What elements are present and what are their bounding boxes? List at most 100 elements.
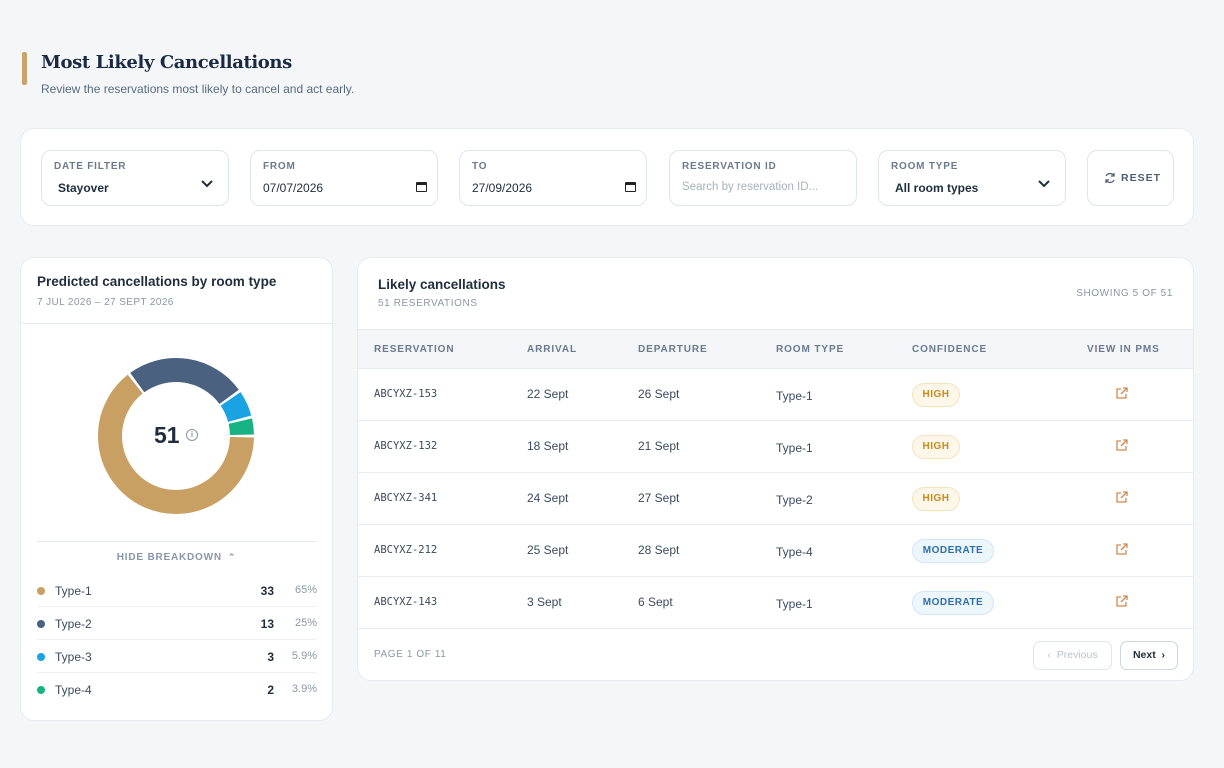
donut-slice-type-3[interactable] bbox=[220, 392, 252, 423]
reservation-id-placeholder: Search by reservation ID... bbox=[682, 181, 819, 193]
legend-count: 2 bbox=[267, 683, 274, 697]
chevron-down-icon bbox=[201, 180, 213, 188]
date-filter-select[interactable]: DATE FILTER Stayover bbox=[41, 150, 229, 206]
calendar-icon[interactable] bbox=[625, 182, 636, 192]
external-link-icon[interactable] bbox=[1115, 386, 1129, 400]
showing-count: SHOWING 5 OF 51 bbox=[1076, 288, 1173, 299]
table-row: ABCYXZ-341 24 Sept 27 Sept Type-2 HIGH bbox=[358, 473, 1193, 525]
from-value: 07/07/2026 bbox=[263, 181, 324, 195]
legend-count: 33 bbox=[260, 584, 274, 598]
calendar-icon[interactable] bbox=[416, 182, 427, 192]
to-date-field[interactable]: TO 27/09/2026 bbox=[459, 150, 647, 206]
legend-item: Type-3 3 5.9% bbox=[37, 640, 317, 673]
legend-name: Type-4 bbox=[55, 683, 92, 697]
departure-date: 27 Sept bbox=[638, 491, 680, 505]
arrival-date: 24 Sept bbox=[527, 491, 569, 505]
departure-date: 26 Sept bbox=[638, 387, 680, 401]
breakdown-title: Predicted cancellations by room type bbox=[37, 274, 277, 289]
toggle-label: HIDE BREAKDOWN bbox=[116, 552, 222, 563]
hide-breakdown-toggle[interactable]: HIDE BREAKDOWN ⌃ bbox=[21, 552, 332, 563]
departure-date: 28 Sept bbox=[638, 543, 680, 557]
reservation-id: ABCYXZ-132 bbox=[374, 440, 438, 452]
table-row: ABCYXZ-212 25 Sept 28 Sept Type-4 MODERA… bbox=[358, 525, 1193, 577]
room-type: Type-1 bbox=[776, 389, 813, 403]
title-accent-bar bbox=[22, 52, 27, 85]
arrival-date: 3 Sept bbox=[527, 595, 562, 609]
next-label: Next bbox=[1132, 649, 1156, 661]
legend-count: 3 bbox=[267, 650, 274, 664]
date-filter-value: Stayover bbox=[58, 181, 109, 195]
table-row: ABCYXZ-132 18 Sept 21 Sept Type-1 HIGH bbox=[358, 421, 1193, 473]
reservation-id: ABCYXZ-143 bbox=[374, 596, 438, 608]
legend-name: Type-2 bbox=[55, 617, 92, 631]
external-link-icon[interactable] bbox=[1115, 438, 1129, 452]
legend-item: Type-2 13 25% bbox=[37, 607, 317, 640]
reservation-id-input[interactable]: RESERVATION ID Search by reservation ID.… bbox=[669, 150, 857, 206]
column-header[interactable]: RESERVATION bbox=[374, 344, 455, 355]
chevron-up-icon: ⌃ bbox=[227, 552, 237, 562]
external-link-icon[interactable] bbox=[1115, 594, 1129, 608]
filter-bar: DATE FILTER Stayover FROM 07/07/2026 TO … bbox=[20, 128, 1194, 226]
room-type: Type-4 bbox=[776, 545, 813, 559]
confidence-badge: HIGH bbox=[912, 435, 960, 459]
legend-dot bbox=[37, 620, 45, 628]
column-header[interactable]: DEPARTURE bbox=[638, 344, 708, 355]
date-filter-label: DATE FILTER bbox=[54, 161, 127, 172]
room-type: Type-1 bbox=[776, 597, 813, 611]
page-indicator: PAGE 1 OF 11 bbox=[374, 649, 447, 660]
room-type: Type-1 bbox=[776, 441, 813, 455]
to-value: 27/09/2026 bbox=[472, 181, 533, 195]
table-header: RESERVATION ARRIVAL DEPARTURE ROOM TYPE … bbox=[358, 329, 1193, 369]
donut-slice-type-2[interactable] bbox=[130, 358, 239, 405]
reservation-id: ABCYXZ-212 bbox=[374, 544, 438, 556]
table-subtitle: 51 RESERVATIONS bbox=[378, 298, 478, 309]
legend-name: Type-3 bbox=[55, 650, 92, 664]
donut-total: 51 bbox=[154, 422, 180, 448]
donut-slice-type-1[interactable] bbox=[98, 374, 254, 514]
from-date-field[interactable]: FROM 07/07/2026 bbox=[250, 150, 438, 206]
legend-dot bbox=[37, 653, 45, 661]
donut-slice-type-4[interactable] bbox=[228, 418, 254, 436]
legend-name: Type-1 bbox=[55, 584, 92, 598]
confidence-badge: MODERATE bbox=[912, 591, 994, 615]
donut-chart bbox=[98, 358, 254, 514]
reservation-id-label: RESERVATION ID bbox=[682, 161, 777, 172]
chevron-down-icon bbox=[1038, 180, 1050, 188]
page-subtitle: Review the reservations most likely to c… bbox=[41, 82, 355, 96]
table-title: Likely cancellations bbox=[378, 277, 506, 292]
external-link-icon[interactable] bbox=[1115, 542, 1129, 556]
info-icon[interactable]: i bbox=[186, 429, 198, 441]
reservation-id: ABCYXZ-153 bbox=[374, 388, 438, 400]
legend-dot bbox=[37, 587, 45, 595]
legend-dot bbox=[37, 686, 45, 694]
legend-percent: 3.9% bbox=[291, 683, 317, 695]
room-type-label: ROOM TYPE bbox=[891, 161, 959, 172]
legend-count: 13 bbox=[260, 617, 274, 631]
column-header[interactable]: CONFIDENCE bbox=[912, 344, 988, 355]
legend-item: Type-1 33 65% bbox=[37, 574, 317, 607]
external-link-icon[interactable] bbox=[1115, 490, 1129, 504]
confidence-badge: MODERATE bbox=[912, 539, 994, 563]
legend-percent: 65% bbox=[294, 584, 317, 596]
column-header[interactable]: ARRIVAL bbox=[527, 344, 578, 355]
divider bbox=[37, 541, 316, 542]
room-type-select[interactable]: ROOM TYPE All room types bbox=[878, 150, 1066, 206]
departure-date: 21 Sept bbox=[638, 439, 680, 453]
breakdown-date-range: 7 JUL 2026 – 27 SEPT 2026 bbox=[37, 297, 174, 308]
arrival-date: 18 Sept bbox=[527, 439, 569, 453]
column-header[interactable]: VIEW IN PMS bbox=[1087, 344, 1160, 355]
reset-label: RESET bbox=[1121, 172, 1162, 184]
to-label: TO bbox=[472, 161, 488, 172]
breakdown-card: Predicted cancellations by room type 7 J… bbox=[20, 257, 333, 721]
confidence-badge: HIGH bbox=[912, 487, 960, 511]
table-row: ABCYXZ-153 22 Sept 26 Sept Type-1 HIGH bbox=[358, 369, 1193, 421]
confidence-badge: HIGH bbox=[912, 383, 960, 407]
reset-button[interactable]: RESET bbox=[1087, 150, 1174, 206]
cancellations-table-card: Likely cancellations 51 RESERVATIONS SHO… bbox=[357, 257, 1194, 681]
room-type: Type-2 bbox=[776, 493, 813, 507]
next-page-button[interactable]: Next › bbox=[1120, 641, 1178, 670]
departure-date: 6 Sept bbox=[638, 595, 673, 609]
previous-page-button[interactable]: ‹ Previous bbox=[1033, 641, 1112, 670]
column-header[interactable]: ROOM TYPE bbox=[776, 344, 845, 355]
legend-percent: 5.9% bbox=[291, 650, 317, 662]
